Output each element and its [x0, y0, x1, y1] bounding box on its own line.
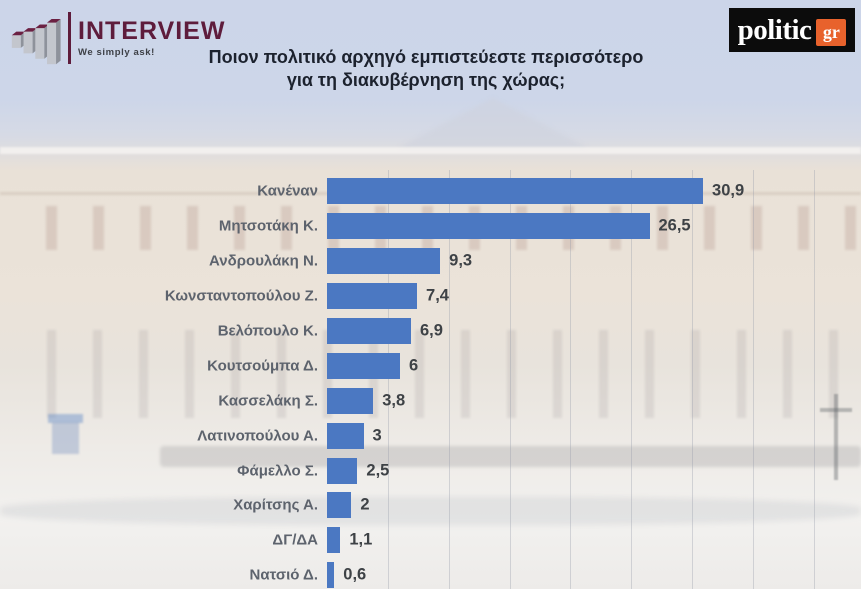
- bar: [327, 387, 374, 414]
- category-label: Νατσιό Δ.: [249, 566, 318, 584]
- bar: [327, 562, 335, 589]
- gridline: [570, 170, 572, 589]
- gridline: [692, 170, 694, 589]
- value-label: 30,9: [712, 181, 745, 200]
- gridline: [448, 170, 450, 589]
- category-label: Βελόπουλο Κ.: [217, 322, 318, 340]
- chart-row: Φάμελλο Σ. 2,5: [0, 453, 861, 488]
- bar: [327, 527, 341, 554]
- bar: [327, 318, 411, 344]
- value-label: 3,8: [382, 391, 406, 410]
- chart-title-line2: για τη διακυβέρνηση της χώρας;: [286, 70, 566, 90]
- gridline: [387, 170, 389, 589]
- interview-logo-separator: [68, 12, 71, 64]
- category-label: Ανδρουλάκη Ν.: [209, 252, 318, 270]
- interview-logo: INTERVIEW We simply ask!: [10, 10, 225, 66]
- gridline: [813, 170, 815, 589]
- politic-gr-badge: gr: [816, 18, 847, 46]
- chart-row: Κουτσούμπα Δ. 6: [0, 348, 861, 383]
- chart-row: Ανδρουλάκη Ν. 9,3: [0, 244, 861, 279]
- politic-brand-text: politic: [737, 13, 812, 46]
- bar: [327, 248, 441, 275]
- value-label: 7,4: [426, 286, 449, 305]
- bar: [327, 283, 418, 310]
- value-label: 9,3: [449, 251, 473, 270]
- category-label: Λατινοπούλου Α.: [197, 427, 318, 445]
- value-label: 2: [360, 495, 370, 514]
- chart-row: Νατσιό Δ. 0,6: [0, 558, 861, 589]
- chart-row: Κωνσταντοπούλου Ζ. 7,4: [0, 279, 861, 314]
- category-label: Κανέναν: [257, 182, 318, 200]
- category-label: Χαρίτσης Α.: [233, 496, 318, 514]
- chart-row: Κασσελάκη Σ. 3,8: [0, 383, 861, 418]
- interview-brand-text: INTERVIEW: [78, 16, 226, 45]
- category-label: Φάμελλο Σ.: [237, 462, 318, 480]
- category-label: Μητσοτάκη Κ.: [218, 217, 318, 235]
- category-label: ΔΓ/ΔΑ: [272, 531, 318, 549]
- value-label: 2,5: [366, 461, 390, 480]
- chart-row: Κανέναν 30,9: [0, 174, 861, 209]
- interview-bar-chart-icon: [11, 19, 61, 65]
- bar: [327, 492, 352, 519]
- value-label: 3: [372, 426, 382, 445]
- gridline: [631, 170, 633, 589]
- value-label: 0,6: [343, 565, 367, 584]
- bg-cornice-shape: [0, 147, 861, 154]
- chart-rows: Κανέναν 30,9 Μητσοτάκη Κ. 26,5 Ανδρουλάκη Ν.…: [0, 174, 861, 589]
- bar: [327, 457, 358, 484]
- value-label: 6,9: [419, 321, 443, 340]
- category-label: Κασσελάκη Σ.: [218, 392, 318, 410]
- chart-row: Μητσοτάκη Κ. 26,5: [0, 209, 861, 244]
- bar: [327, 352, 401, 379]
- value-label: 1,1: [349, 530, 373, 549]
- chart-row: ΔΓ/ΔΑ 1,1: [0, 523, 861, 558]
- value-label: 6: [409, 356, 419, 375]
- bar: [327, 213, 650, 240]
- chart-row: Λατινοπούλου Α. 3: [0, 418, 861, 453]
- interview-tagline: We simply ask!: [78, 46, 155, 58]
- chart-title: Ποιον πολιτικό αρχηγό εμπιστεύεστε περισ…: [0, 46, 852, 92]
- politic-logo: politic gr: [729, 8, 855, 52]
- bg-pediment-shape: [398, 98, 588, 148]
- chart-row: Χαρίτσης Α. 2: [0, 488, 861, 523]
- gridline: [752, 170, 754, 589]
- gridline: [509, 170, 511, 589]
- value-label: 26,5: [658, 216, 691, 235]
- bar: [327, 422, 364, 449]
- chart-row: Βελόπουλο Κ. 6,9: [0, 314, 861, 349]
- category-label: Κουτσούμπα Δ.: [207, 357, 318, 375]
- category-label: Κωνσταντοπούλου Ζ.: [164, 287, 318, 305]
- chart-title-line1: Ποιον πολιτικό αρχηγό εμπιστεύεστε περισ…: [208, 47, 644, 67]
- bar: [327, 178, 704, 205]
